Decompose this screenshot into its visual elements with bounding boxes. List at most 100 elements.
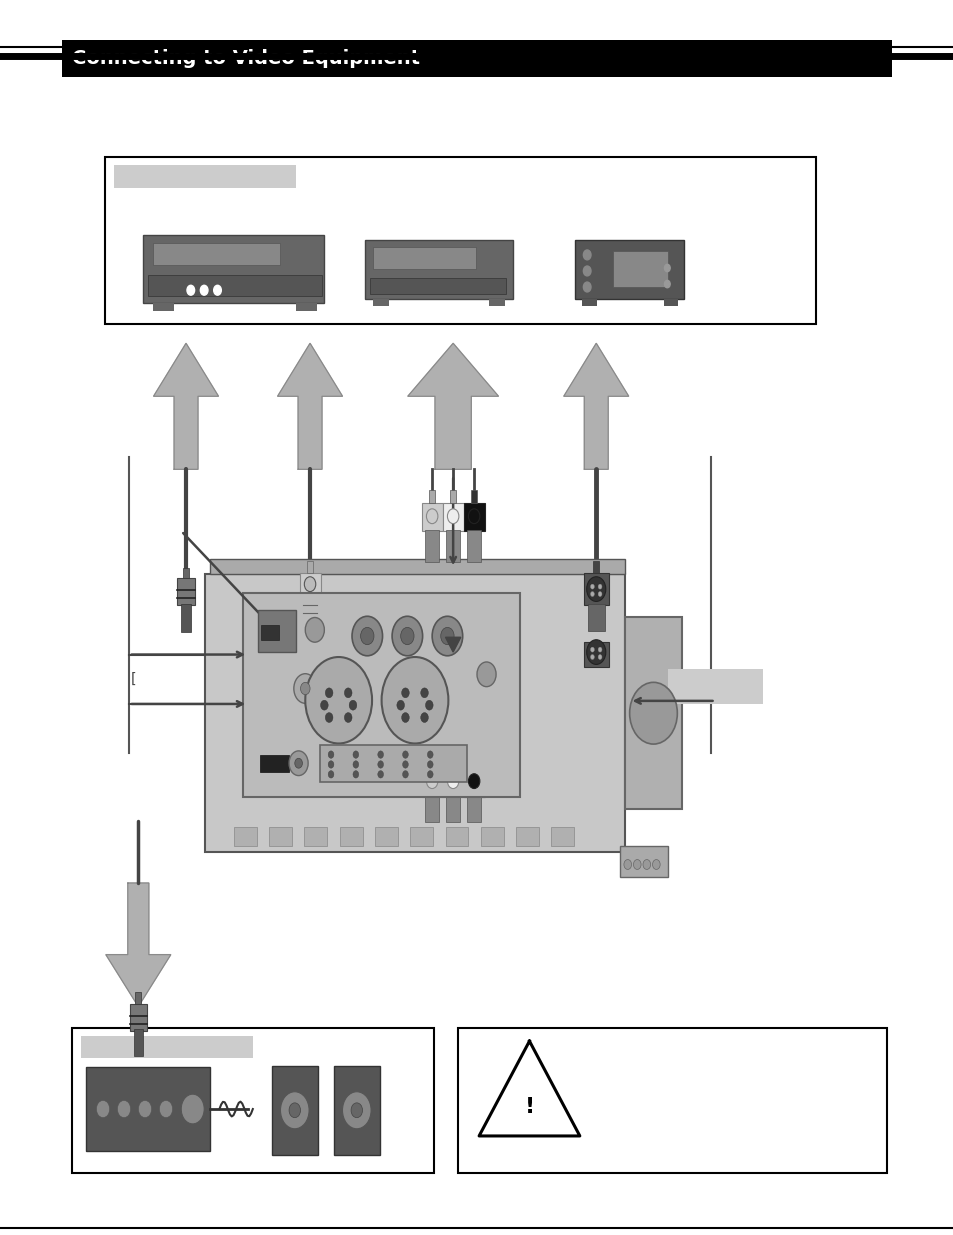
Text: Connecting to Video Equipment: Connecting to Video Equipment [71, 48, 419, 68]
Bar [372, 247, 476, 269]
Circle shape [349, 700, 356, 710]
Bar [71, 1028, 434, 1173]
Bar [152, 303, 173, 311]
Bar [663, 299, 677, 306]
Circle shape [352, 616, 382, 656]
Bar [583, 573, 608, 605]
Circle shape [633, 860, 640, 869]
Circle shape [344, 713, 352, 722]
Circle shape [402, 761, 408, 768]
Circle shape [328, 771, 334, 778]
Bar [86, 1067, 210, 1151]
Bar [369, 278, 505, 294]
Bar [372, 299, 389, 306]
Bar [105, 157, 815, 324]
Circle shape [468, 773, 479, 789]
Bar [421, 768, 442, 798]
Bar [177, 578, 194, 605]
Text: [: [ [131, 672, 136, 687]
Bar [299, 573, 320, 601]
Polygon shape [277, 343, 342, 469]
Circle shape [353, 761, 358, 768]
Bar [613, 252, 667, 287]
Circle shape [598, 584, 601, 589]
Bar [667, 669, 762, 704]
Circle shape [426, 773, 437, 789]
Circle shape [427, 751, 433, 758]
Bar [516, 827, 538, 846]
Bar [304, 827, 327, 846]
Circle shape [427, 761, 433, 768]
Bar [130, 1004, 147, 1031]
Circle shape [396, 700, 404, 710]
Polygon shape [478, 1041, 579, 1136]
Bar [364, 240, 512, 299]
Circle shape [590, 592, 594, 597]
Bar [551, 827, 574, 846]
Circle shape [305, 657, 372, 743]
Bar [62, 40, 891, 77]
Text: !: ! [524, 1097, 534, 1116]
Circle shape [598, 647, 601, 652]
Bar [319, 745, 467, 782]
Bar [375, 827, 397, 846]
Bar [463, 768, 484, 798]
Circle shape [623, 860, 631, 869]
Circle shape [663, 280, 669, 288]
Bar [261, 625, 278, 640]
Circle shape [304, 577, 315, 592]
Bar [114, 165, 295, 188]
Circle shape [392, 616, 422, 656]
Bar [429, 490, 435, 503]
Bar [135, 992, 141, 1004]
Circle shape [447, 773, 458, 789]
Bar [619, 846, 667, 877]
Circle shape [447, 509, 458, 524]
Bar [480, 827, 503, 846]
Circle shape [138, 1100, 152, 1118]
Circle shape [440, 627, 454, 645]
Bar [624, 618, 681, 809]
Circle shape [294, 674, 316, 704]
Circle shape [629, 682, 677, 743]
Circle shape [377, 751, 383, 758]
Bar [587, 604, 604, 631]
Circle shape [432, 616, 462, 656]
Bar [574, 240, 683, 299]
Circle shape [402, 751, 408, 758]
Bar [445, 827, 468, 846]
Bar [269, 827, 292, 846]
Bar [307, 561, 313, 573]
Bar [339, 827, 362, 846]
Circle shape [583, 249, 591, 259]
Bar [410, 827, 433, 846]
Circle shape [289, 751, 308, 776]
Polygon shape [445, 637, 460, 652]
Bar [450, 490, 456, 503]
Polygon shape [407, 343, 497, 469]
Circle shape [420, 688, 428, 698]
Polygon shape [563, 343, 628, 469]
Circle shape [381, 657, 448, 743]
Circle shape [213, 285, 221, 295]
Circle shape [325, 688, 333, 698]
Circle shape [401, 713, 409, 722]
Circle shape [642, 860, 650, 869]
Circle shape [305, 618, 324, 642]
Bar [457, 1028, 886, 1173]
Bar [303, 600, 316, 621]
Circle shape [590, 647, 594, 652]
Circle shape [427, 771, 433, 778]
Circle shape [344, 688, 352, 698]
Circle shape [280, 1092, 309, 1129]
Bar [205, 574, 624, 852]
Bar [260, 755, 289, 772]
Circle shape [426, 509, 437, 524]
Circle shape [590, 655, 594, 659]
Circle shape [377, 761, 383, 768]
Circle shape [401, 688, 409, 698]
Bar [488, 299, 505, 306]
Bar [581, 299, 597, 306]
Bar [257, 610, 295, 652]
Bar [463, 503, 484, 531]
